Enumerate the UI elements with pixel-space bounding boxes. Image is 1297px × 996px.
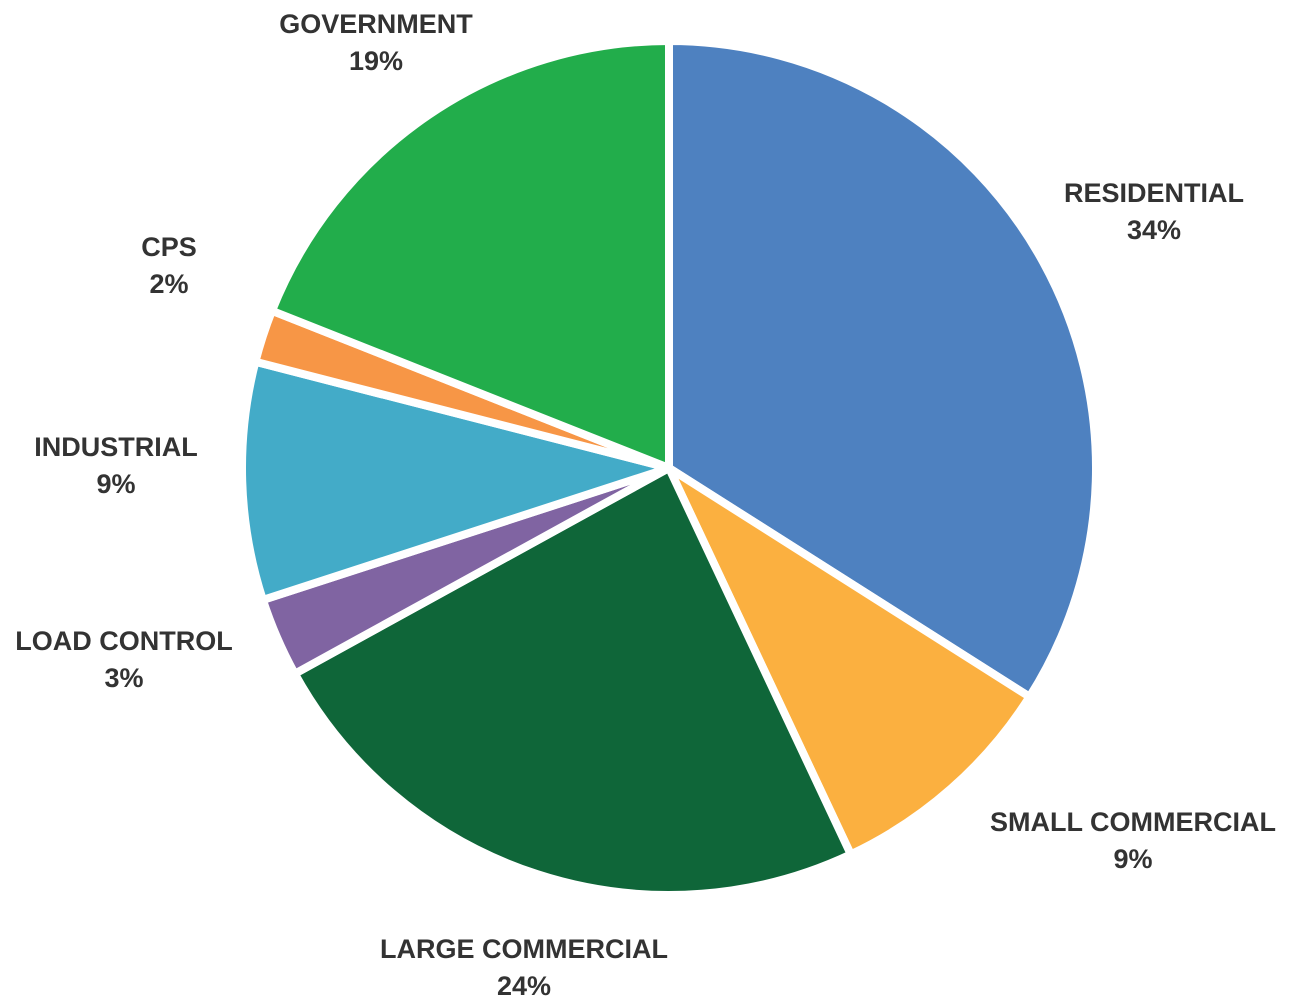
slice-percent-cps: 2% (149, 269, 188, 299)
pie-slices (238, 37, 1101, 899)
pie-labels: RESIDENTIAL 34% SMALL COMMERCIAL 9% LARGE CO… (15, 9, 1276, 996)
slice-label-large-commercial: LARGE COMMERCIAL (380, 934, 668, 964)
slice-label-load-control: LOAD CONTROL (15, 626, 232, 656)
slice-label-small-commercial: SMALL COMMERCIAL (990, 807, 1276, 837)
pie-slice-government (267, 37, 673, 472)
slice-percent-government: 19% (349, 46, 403, 76)
slice-label-government: GOVERNMENT (279, 9, 473, 39)
slice-label-industrial: INDUSTRIAL (34, 432, 198, 462)
slice-percent-industrial: 9% (96, 469, 135, 499)
slice-percent-residential: 34% (1127, 215, 1181, 245)
slice-percent-large-commercial: 24% (497, 971, 551, 996)
slice-percent-small-commercial: 9% (1113, 844, 1152, 874)
slice-label-cps: CPS (141, 232, 197, 262)
pie-slice-industrial (238, 357, 673, 604)
slice-label-residential: RESIDENTIAL (1064, 178, 1244, 208)
slice-percent-load-control: 3% (104, 663, 143, 693)
pie-slice-large-commercial (290, 464, 855, 899)
pie-slice-small-commercial (665, 464, 1034, 859)
